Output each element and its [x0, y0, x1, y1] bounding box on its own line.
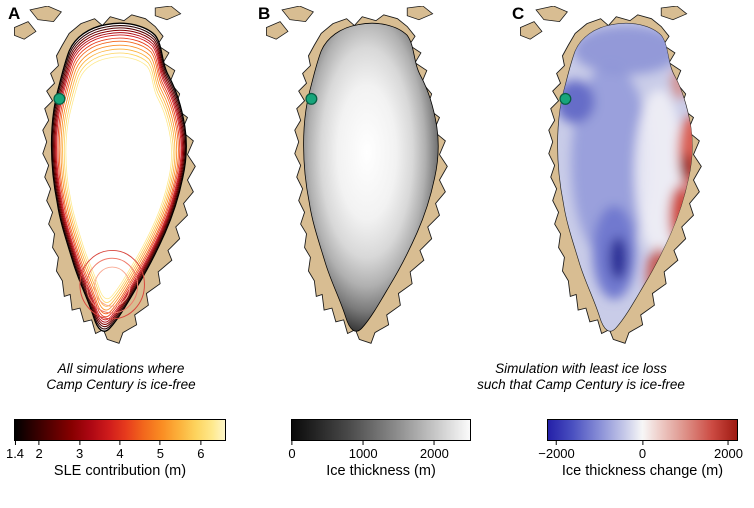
- tick-label: 4: [116, 446, 124, 461]
- colorbar-tick: 2000: [420, 441, 449, 461]
- tick-label: 0: [638, 446, 647, 461]
- map-a-sle-contours: [13, 6, 196, 344]
- tick-mark: [14, 441, 16, 445]
- tick-mark: [200, 441, 202, 445]
- tick-label: −2000: [538, 446, 575, 461]
- colorbar-tick: 3: [76, 441, 83, 461]
- caption-line: All simulations where: [57, 361, 185, 376]
- island: [535, 6, 568, 23]
- tick-label: 2000: [419, 446, 449, 461]
- tick-mark: [362, 441, 364, 445]
- colorbar-tick: 1.4: [6, 441, 24, 461]
- camp-century-marker: [559, 92, 572, 105]
- tick-label: 6: [197, 446, 205, 461]
- colorbar-tick: 4: [116, 441, 124, 461]
- tick-label: 2000: [714, 446, 743, 461]
- island: [29, 6, 62, 23]
- colorbar-sle: 1.4 2 3 4 5 6: [6, 419, 226, 461]
- island: [154, 6, 182, 21]
- colorbar-thickness-label: Ice thickness (m): [326, 463, 436, 479]
- tick-mark: [119, 441, 121, 445]
- tick-mark: [159, 441, 161, 445]
- tick-label: 0: [288, 446, 296, 461]
- map-c-thickness-change: [519, 6, 702, 344]
- panel-b-label: B: [258, 4, 271, 23]
- tick-mark: [79, 441, 81, 445]
- camp-century-marker: [53, 92, 66, 105]
- tick-label: 2: [35, 446, 43, 461]
- colorbar-tick: −2000: [538, 441, 575, 461]
- colorbar-thickness: 0 1000 2000: [288, 419, 471, 461]
- tick-mark: [641, 441, 643, 445]
- colorbar-sle-label: SLE contribution (m): [53, 463, 187, 479]
- island: [265, 21, 289, 40]
- colorbar-tick: 5: [157, 441, 164, 461]
- tick-mark: [38, 441, 40, 445]
- panel-c-label: C: [512, 4, 525, 23]
- caption-line: such that Camp Century is ice-free: [477, 377, 685, 392]
- map-b-ice-thickness: [265, 6, 448, 344]
- sle-contour-lines: [50, 22, 187, 332]
- tick-mark: [291, 441, 293, 445]
- colorbar-tick: 0: [639, 441, 646, 461]
- colorbar-tick: 0: [288, 441, 296, 461]
- tick-label: 1000: [348, 446, 378, 461]
- tick-label: 1.4: [5, 446, 25, 461]
- panel-a-label: A: [8, 4, 21, 23]
- island: [660, 6, 688, 21]
- island: [406, 6, 434, 21]
- island: [13, 21, 37, 40]
- tick-label: 3: [76, 446, 84, 461]
- panel-c-caption: Simulation with least ice loss such that…: [436, 361, 726, 393]
- caption-line: Simulation with least ice loss: [495, 361, 667, 376]
- tick-mark: [555, 441, 557, 445]
- colorbar-thickness-change: −2000 0 2000: [538, 419, 743, 461]
- colorbar-tick: 2: [36, 441, 43, 461]
- island: [519, 21, 543, 40]
- colorbar-tick: 1000: [349, 441, 378, 461]
- camp-century-marker: [305, 92, 318, 105]
- panel-a-caption: All simulations where Camp Century is ic…: [8, 361, 234, 393]
- tick-mark: [433, 441, 435, 445]
- colorbar-tick: 2000: [714, 441, 743, 461]
- caption-line: Camp Century is ice-free: [46, 377, 196, 392]
- island: [281, 6, 314, 23]
- tick-mark: [727, 441, 729, 445]
- colorbar-tick: 6: [197, 441, 204, 461]
- tick-label: 5: [156, 446, 164, 461]
- colorbar-thickness-change-label: Ice thickness change (m): [561, 463, 724, 479]
